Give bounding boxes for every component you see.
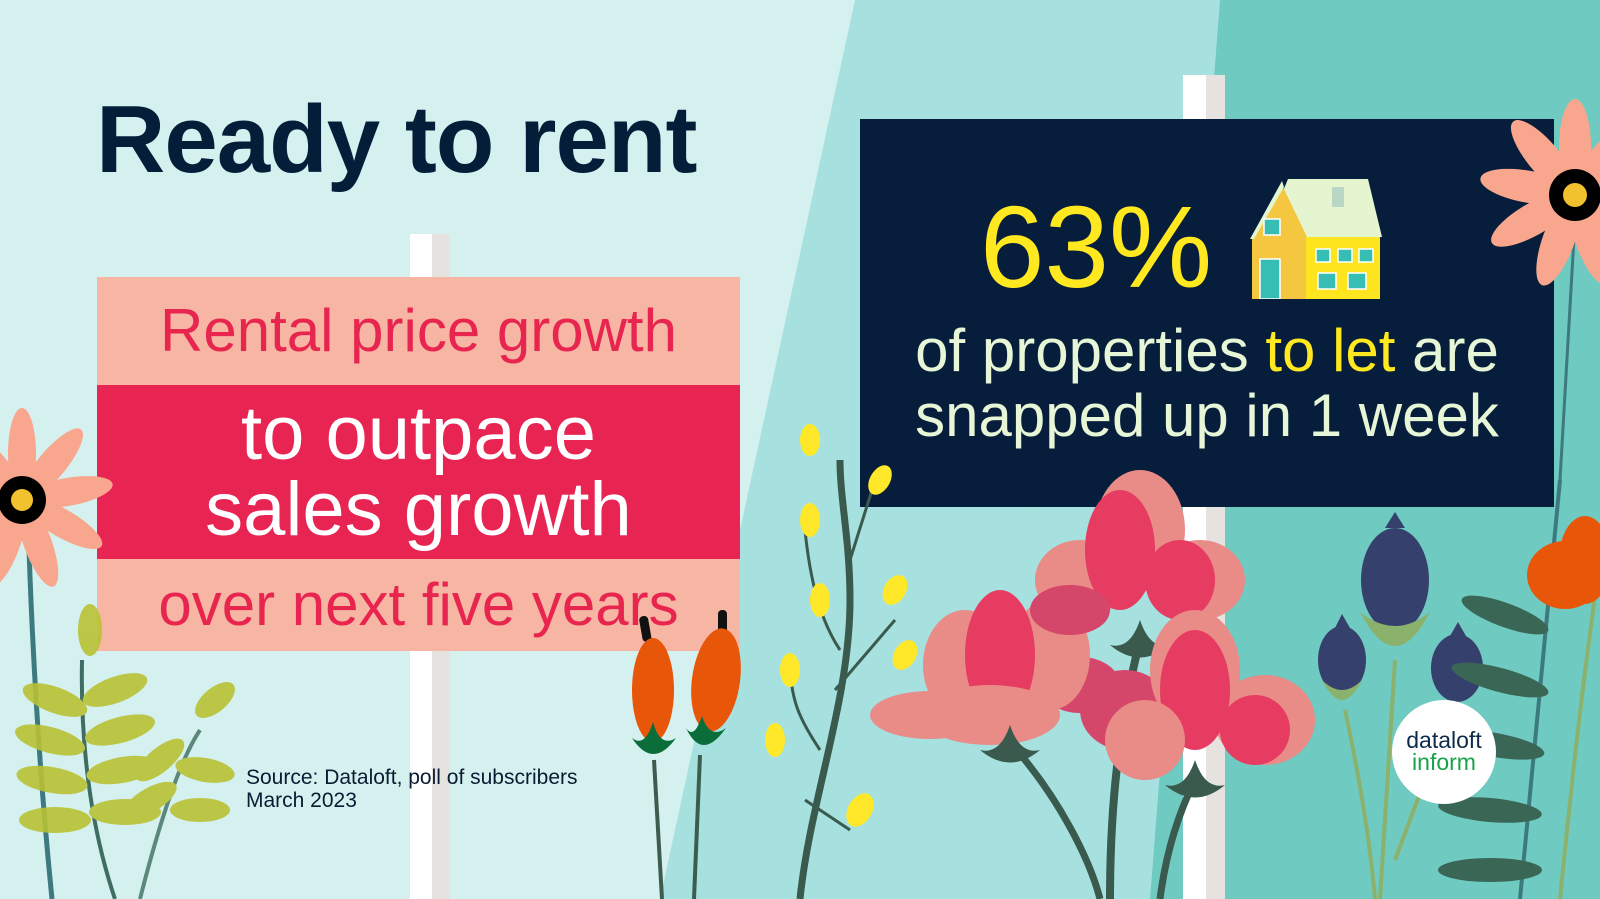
dataloft-inform-logo: dataloft inform (1392, 700, 1496, 804)
stat-desc-part2: are (1395, 317, 1499, 384)
left-sign-top-text: Rental price growth (160, 297, 677, 364)
source-note: Source: Dataloft, poll of subscribers Ma… (246, 766, 578, 812)
stat-desc-part1: of properties (915, 317, 1266, 384)
left-sign-mid-line1: to outpace (241, 391, 596, 476)
source-line1: Source: Dataloft, poll of subscribers (246, 766, 578, 789)
source-line2: March 2023 (246, 789, 357, 813)
logo-line2: inform (1412, 749, 1476, 775)
left-sign-bottom-text: over next five years (158, 571, 679, 638)
stat-description: of properties to let are snapped up in 1… (860, 317, 1554, 449)
house-icon (1248, 179, 1383, 299)
left-sign: Rental price growth to outpace sales gro… (97, 277, 740, 651)
stat-row: 63% (980, 179, 1383, 312)
stat-desc-line2: snapped up in 1 week (915, 381, 1499, 449)
stat-desc-highlight: to let (1265, 317, 1396, 384)
stat-value: 63% (980, 182, 1213, 312)
left-sign-middle: to outpace sales growth (97, 385, 740, 559)
logo-line1: dataloft (1406, 727, 1482, 754)
page-title: Ready to rent (96, 86, 697, 193)
right-sign: 63% of properties to (860, 119, 1554, 507)
left-sign-mid-line2: sales growth (205, 467, 632, 552)
left-sign-top: Rental price growth (97, 277, 740, 385)
left-sign-bottom: over next five years (97, 559, 740, 651)
